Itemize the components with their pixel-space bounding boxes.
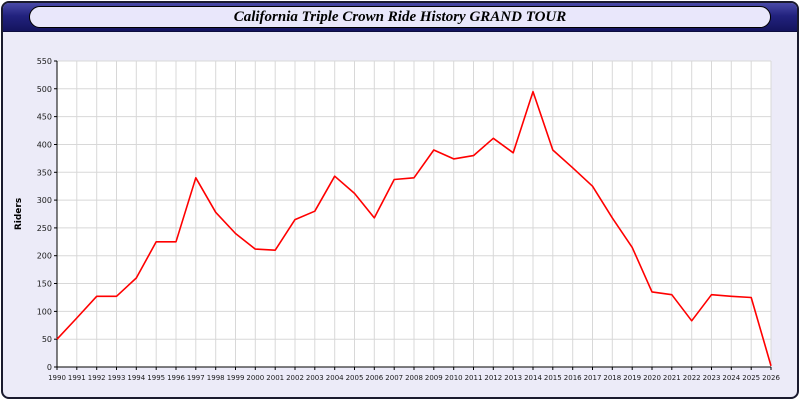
svg-text:2008: 2008 — [405, 374, 423, 382]
svg-text:2014: 2014 — [524, 374, 542, 382]
svg-text:100: 100 — [37, 307, 52, 316]
svg-text:50: 50 — [42, 335, 52, 344]
svg-text:2001: 2001 — [266, 374, 284, 382]
svg-text:300: 300 — [37, 196, 52, 205]
svg-text:2025: 2025 — [742, 374, 760, 382]
svg-text:2010: 2010 — [445, 374, 463, 382]
svg-text:350: 350 — [37, 168, 52, 177]
svg-text:450: 450 — [37, 113, 52, 122]
y-axis-title: Riders — [14, 198, 24, 230]
title-bar: California Triple Crown Ride History GRA… — [3, 3, 797, 32]
svg-text:1998: 1998 — [207, 374, 225, 382]
gridlines — [56, 60, 772, 368]
svg-text:2019: 2019 — [623, 374, 641, 382]
svg-text:1999: 1999 — [227, 374, 245, 382]
svg-text:1997: 1997 — [187, 374, 205, 382]
svg-text:1995: 1995 — [147, 374, 165, 382]
svg-text:2024: 2024 — [722, 374, 740, 382]
svg-text:2009: 2009 — [425, 374, 443, 382]
svg-text:2012: 2012 — [484, 374, 502, 382]
svg-text:2004: 2004 — [326, 374, 344, 382]
svg-text:2003: 2003 — [306, 374, 324, 382]
page-title: California Triple Crown Ride History GRA… — [233, 8, 567, 25]
svg-text:1993: 1993 — [108, 374, 126, 382]
svg-text:2016: 2016 — [564, 374, 582, 382]
svg-text:2013: 2013 — [504, 374, 522, 382]
svg-text:1990: 1990 — [48, 374, 66, 382]
svg-text:2023: 2023 — [703, 374, 721, 382]
svg-text:150: 150 — [37, 280, 52, 289]
svg-text:1992: 1992 — [88, 374, 106, 382]
svg-text:1991: 1991 — [68, 374, 86, 382]
svg-text:2005: 2005 — [346, 374, 364, 382]
svg-text:2015: 2015 — [544, 374, 562, 382]
svg-text:2022: 2022 — [683, 374, 701, 382]
svg-text:1996: 1996 — [167, 374, 185, 382]
svg-text:2007: 2007 — [385, 374, 403, 382]
svg-text:200: 200 — [37, 252, 52, 261]
chart-area: 0 50 100 150 200 250 300 350 400 450 500 550 1990 199… — [9, 43, 795, 397]
svg-text:2000: 2000 — [246, 374, 264, 382]
svg-text:2017: 2017 — [584, 374, 602, 382]
title-pill: California Triple Crown Ride History GRA… — [29, 6, 771, 28]
svg-text:2018: 2018 — [603, 374, 621, 382]
svg-text:2021: 2021 — [663, 374, 681, 382]
svg-text:550: 550 — [37, 57, 52, 66]
svg-text:0: 0 — [47, 363, 52, 372]
svg-text:2020: 2020 — [643, 374, 661, 382]
svg-text:400: 400 — [37, 141, 52, 150]
svg-text:2011: 2011 — [465, 374, 483, 382]
svg-text:500: 500 — [37, 85, 52, 94]
riders-series-line — [56, 90, 772, 367]
svg-text:1994: 1994 — [127, 374, 145, 382]
svg-text:2026: 2026 — [762, 374, 780, 382]
svg-text:250: 250 — [37, 224, 52, 233]
svg-text:2006: 2006 — [365, 374, 383, 382]
svg-text:2002: 2002 — [286, 374, 304, 382]
